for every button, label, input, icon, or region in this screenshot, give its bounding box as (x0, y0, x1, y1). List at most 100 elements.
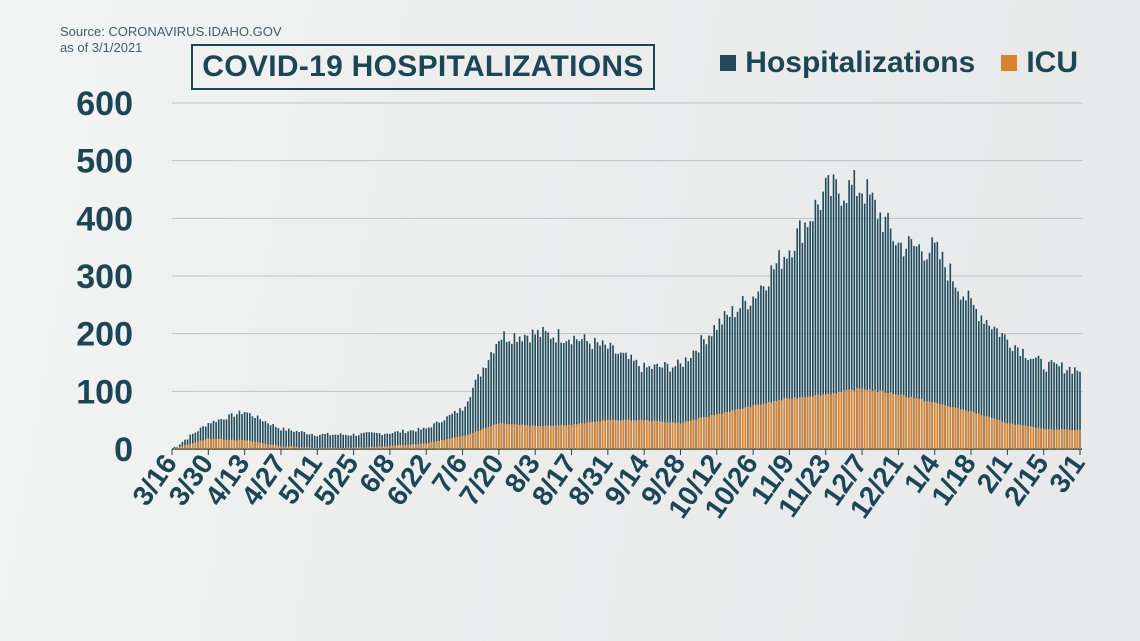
bar-hospitalizations (588, 343, 591, 449)
bar-icu (713, 415, 716, 449)
bar-icu (625, 419, 627, 449)
bar-hospitalizations (243, 411, 246, 449)
bar-icu (300, 447, 303, 449)
bar-hospitalizations (313, 435, 316, 449)
bar-icu (913, 398, 915, 449)
bar-hospitalizations (718, 318, 721, 449)
bar-icu (490, 426, 492, 449)
bar-hospitalizations (399, 432, 402, 449)
bar-hospitalizations (524, 334, 526, 449)
bar-hospitalizations (500, 339, 503, 449)
bar-icu (448, 438, 451, 449)
bar-hospitalizations (687, 361, 690, 449)
bar-hospitalizations (505, 341, 508, 449)
bar-hospitalizations (402, 429, 404, 449)
bar-icu (503, 423, 505, 449)
bar-icu (565, 425, 568, 449)
bar-icu (811, 396, 814, 449)
bar-icu (536, 426, 539, 449)
bar-hospitalizations (261, 421, 264, 449)
bar-hospitalizations (840, 205, 843, 449)
bar-icu (243, 440, 246, 449)
bar-hospitalizations (990, 329, 993, 449)
bar-icu (373, 447, 376, 449)
bar-icu (378, 446, 381, 449)
bar-icu (456, 436, 459, 449)
bar-icu (274, 444, 277, 449)
bar-hospitalizations (212, 420, 215, 449)
bar-hospitalizations (895, 245, 897, 449)
bar-hospitalizations (560, 342, 562, 449)
bar-hospitalizations (295, 430, 298, 449)
bar-hospitalizations (635, 359, 638, 449)
bar-hospitalizations (1035, 357, 1037, 449)
bar-icu (1037, 427, 1040, 449)
bar-hospitalizations (570, 344, 573, 449)
bar-hospitalizations (1048, 361, 1050, 449)
bar-icu (700, 417, 703, 449)
bar-hospitalizations (189, 434, 191, 449)
bar-hospitalizations (715, 329, 718, 449)
bar-icu (920, 398, 923, 449)
bar-hospitalizations (347, 435, 350, 449)
bar-hospitalizations (303, 431, 306, 449)
bar-icu (604, 420, 607, 449)
bar-icu (272, 444, 274, 449)
bar-icu (352, 447, 355, 449)
bar-hospitalizations (695, 350, 697, 449)
bar-hospitalizations (425, 428, 428, 449)
bar-icu (959, 409, 962, 449)
bar-icu (840, 391, 843, 449)
bar-icu (485, 427, 487, 449)
bar-hospitalizations (306, 434, 308, 449)
bar-hospitalizations (778, 250, 780, 449)
bar-icu (586, 422, 588, 449)
bar-icu (347, 447, 350, 449)
bar-icu (443, 440, 446, 449)
bar-hospitalizations (339, 433, 342, 449)
bar-icu (220, 438, 223, 449)
bar-icu (845, 389, 848, 449)
bar-icu (446, 439, 448, 449)
bar-hospitalizations (446, 416, 448, 449)
bar-icu (396, 445, 399, 449)
bar-hospitalizations (892, 241, 895, 449)
bar-icu (316, 448, 319, 449)
bar-hospitalizations (1076, 370, 1079, 449)
bar-hospitalizations (490, 352, 492, 449)
bar-icu (978, 413, 980, 449)
bar-hospitalizations (492, 353, 495, 449)
bar-hospitalizations (762, 286, 765, 449)
bar-hospitalizations (679, 363, 682, 449)
bar-hospitalizations (959, 299, 962, 449)
bar-icu (599, 421, 601, 449)
bar-icu (562, 425, 565, 449)
bar-icu (360, 447, 363, 449)
bar-hospitalizations (993, 326, 996, 449)
bar-hospitalizations (809, 221, 811, 449)
bar-icu (692, 419, 695, 449)
bar-hospitalizations (752, 296, 754, 449)
bar-icu (1011, 423, 1014, 449)
bar-icu (609, 420, 612, 449)
bar-hospitalizations (690, 358, 692, 449)
bar-hospitalizations (363, 432, 365, 449)
bar-icu (404, 445, 407, 449)
bar-hospitalizations (383, 433, 386, 449)
bar-icu (1040, 428, 1042, 449)
bar-icu (308, 447, 311, 449)
bar-hospitalizations (199, 427, 202, 449)
bar-icu (677, 422, 679, 449)
bar-hospitalizations (671, 367, 674, 449)
bar-hospitalizations (632, 360, 635, 449)
bar-hospitalizations (931, 237, 933, 449)
bar-hospitalizations (472, 387, 474, 449)
bar-hospitalizations (648, 366, 651, 449)
bar-hospitalizations (793, 250, 796, 449)
bar-icu (345, 447, 347, 449)
bar-icu (739, 409, 741, 449)
bar-icu (518, 425, 521, 449)
bar-icu (365, 447, 368, 449)
bar-icu (233, 440, 236, 449)
